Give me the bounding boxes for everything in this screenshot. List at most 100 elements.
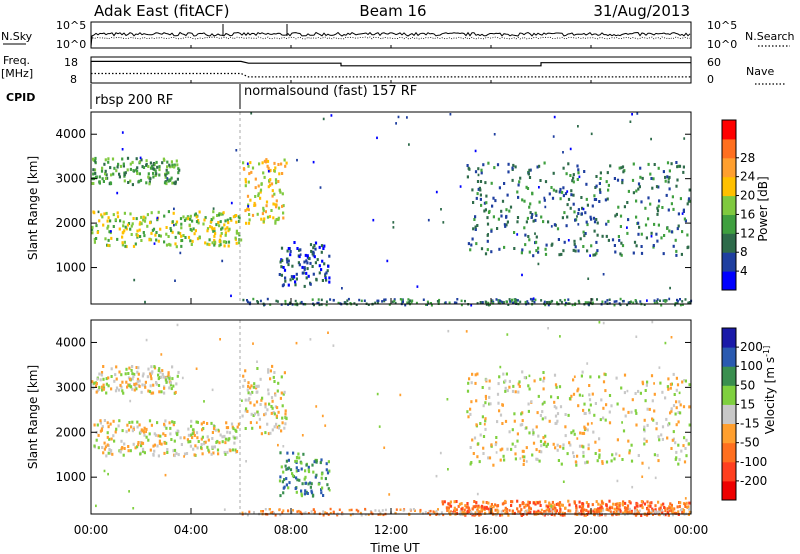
heatmap-cell [227, 244, 230, 248]
heatmap-cell [190, 419, 193, 423]
heatmap-cell [261, 212, 264, 216]
colorbar-tick-label: -100 [740, 455, 767, 469]
heatmap-cell [232, 427, 235, 431]
heatmap-cell [484, 252, 488, 256]
heatmap-cell [683, 137, 686, 140]
heatmap-cell [273, 371, 276, 374]
heatmap-cell [150, 423, 153, 427]
heatmap-cell [559, 445, 562, 449]
heatmap-cell [472, 227, 475, 231]
heatmap-cell [112, 225, 115, 228]
heatmap-cell [670, 202, 673, 206]
heatmap-cell [590, 244, 593, 248]
heatmap-cell [675, 450, 678, 454]
heatmap-cell [399, 393, 402, 397]
heatmap-cell [685, 501, 688, 505]
heatmap-cell [688, 510, 691, 514]
heatmap-cell [546, 505, 550, 509]
heatmap-cell [286, 260, 289, 264]
heatmap-cell [601, 507, 604, 511]
heatmap-cell [419, 510, 422, 513]
heatmap-cell [291, 264, 294, 268]
heatmap-cell [190, 433, 193, 437]
heatmap-cell [471, 507, 474, 511]
heatmap-cell [183, 436, 186, 440]
heatmap-cell [175, 451, 178, 455]
heatmap-cell [93, 168, 97, 172]
heatmap-cell [251, 166, 255, 170]
heatmap-cell [441, 502, 445, 506]
heatmap-cell [99, 419, 102, 423]
heatmap-cell [307, 470, 311, 474]
heatmap-cell [298, 248, 301, 252]
heatmap-cell [204, 216, 207, 220]
heatmap-cell [688, 301, 691, 304]
heatmap-cell [155, 231, 158, 234]
heatmap-cell [307, 465, 310, 469]
heatmap-cell [215, 223, 218, 227]
heatmap-cell [594, 440, 597, 444]
heatmap-cell [314, 241, 318, 245]
heatmap-cell [670, 503, 673, 507]
heatmap-cell [675, 511, 678, 515]
heatmap-cell [578, 175, 581, 179]
heatmap-cell [555, 502, 558, 506]
heatmap-cell [507, 303, 510, 306]
heatmap-cell [552, 442, 555, 446]
cpid-label: CPID [6, 91, 35, 104]
heatmap-cell [219, 338, 221, 341]
heatmap-cell [212, 210, 215, 214]
freq-tick-bottom: 8 [70, 73, 77, 86]
heatmap-cell [499, 458, 502, 462]
heatmap-cell [482, 500, 485, 504]
heatmap-cell [135, 217, 138, 221]
heatmap-cell [300, 300, 303, 304]
heatmap-cell [484, 181, 487, 185]
heatmap-cell [566, 452, 569, 456]
heatmap-cell [428, 510, 431, 513]
heatmap-cell [118, 172, 121, 176]
heatmap-cell [116, 215, 120, 219]
heatmap-cell [165, 232, 168, 236]
heatmap-cell [661, 390, 664, 394]
heatmap-cell [607, 183, 610, 187]
heatmap-cell [215, 440, 218, 444]
heatmap-cell [476, 180, 480, 183]
heatmap-cell [497, 299, 500, 302]
heatmap-cell [494, 443, 497, 447]
heatmap-cell [633, 506, 637, 510]
heatmap-cell [516, 190, 519, 194]
heatmap-cell [269, 183, 272, 187]
heatmap-cell [370, 511, 373, 514]
heatmap-cell [583, 513, 586, 517]
heatmap-cell [557, 238, 560, 241]
heatmap-cell [552, 505, 555, 509]
heatmap-cell [508, 385, 511, 389]
heatmap-cell [559, 508, 562, 512]
heatmap-cell [121, 235, 124, 239]
heatmap-cell [539, 179, 542, 182]
heatmap-cell [302, 452, 305, 456]
heatmap-cell [118, 370, 121, 374]
heatmap-cell [576, 510, 579, 513]
heatmap-cell [521, 198, 524, 202]
heatmap-cell [507, 162, 510, 166]
heatmap-cell [241, 414, 244, 418]
heatmap-cell [381, 300, 384, 303]
heatmap-cell [303, 477, 306, 481]
x-tick-label: 08:00 [274, 523, 309, 537]
heatmap-cell [134, 446, 137, 450]
heatmap-cell [235, 450, 239, 453]
heatmap-cell [303, 284, 306, 288]
heatmap-cell [548, 509, 551, 513]
heatmap-cell [277, 426, 281, 430]
heatmap-cell [653, 301, 656, 305]
heatmap-cell [577, 404, 580, 408]
heatmap-cell [477, 167, 480, 171]
heatmap-cell [660, 509, 663, 512]
heatmap-cell [256, 360, 258, 363]
heatmap-cell [664, 513, 667, 517]
heatmap-cell [484, 300, 487, 303]
heatmap-cell [201, 452, 204, 456]
heatmap-cell [475, 504, 478, 508]
